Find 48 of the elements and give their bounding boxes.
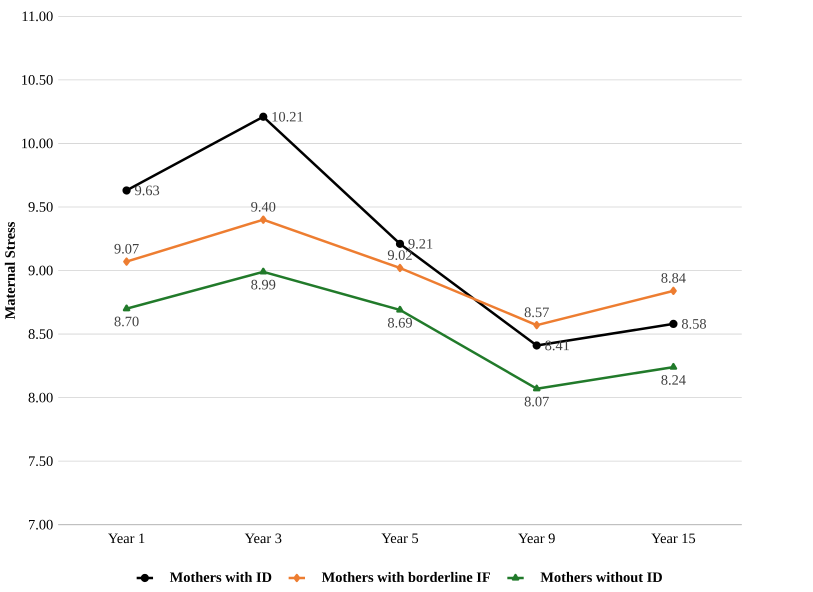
data-label: 9.63 bbox=[135, 186, 160, 196]
point bbox=[259, 112, 268, 121]
data-label: 8.70 bbox=[114, 316, 139, 326]
y-tick-label: 9.00 bbox=[28, 266, 53, 276]
x-tick-label: Year 15 bbox=[651, 534, 696, 544]
point bbox=[670, 362, 678, 370]
data-label: 10.21 bbox=[272, 112, 303, 122]
point bbox=[123, 257, 130, 266]
point bbox=[396, 240, 404, 248]
data-label: 8.24 bbox=[661, 375, 686, 385]
y-tick-label: 11.00 bbox=[22, 11, 53, 22]
data-label: 8.57 bbox=[524, 307, 549, 318]
point bbox=[260, 268, 268, 274]
x-tick-label: Year 1 bbox=[108, 534, 144, 544]
point bbox=[122, 186, 131, 195]
point bbox=[532, 341, 541, 350]
point bbox=[260, 216, 267, 224]
data-label: 9.21 bbox=[408, 238, 432, 249]
y-tick-label: 10.50 bbox=[22, 74, 53, 85]
y-tick-label: 8.50 bbox=[28, 329, 53, 339]
point bbox=[669, 320, 678, 328]
y-tick-label: 9.50 bbox=[28, 202, 53, 212]
x-tick-label: Year 9 bbox=[518, 533, 555, 544]
y-tick-label: 7.50 bbox=[28, 456, 53, 466]
legend-label: Mothers without ID bbox=[540, 572, 662, 582]
data-label: 8.07 bbox=[524, 396, 549, 406]
data-label: 8.84 bbox=[661, 273, 686, 283]
x-tick-label: Year 3 bbox=[244, 533, 282, 544]
data-label: 8.69 bbox=[388, 318, 412, 328]
x-tick-label: Year 5 bbox=[382, 533, 418, 544]
y-axis-title: Maternal Stress bbox=[4, 222, 15, 320]
data-label: 9.02 bbox=[388, 250, 412, 260]
y-tick-label: 7.00 bbox=[28, 520, 53, 530]
point bbox=[122, 304, 130, 312]
data-label: 8.41 bbox=[545, 340, 569, 350]
data-label: 9.40 bbox=[251, 202, 276, 212]
data-label: 9.07 bbox=[114, 244, 139, 254]
data-label: 8.99 bbox=[251, 280, 276, 290]
point bbox=[532, 384, 540, 392]
point bbox=[396, 306, 404, 313]
legend-label: Mothers with ID bbox=[170, 572, 272, 582]
y-tick-label: 8.00 bbox=[28, 392, 53, 402]
point bbox=[670, 286, 677, 295]
legend-label: Mothers with borderline IF bbox=[322, 572, 490, 582]
data-label: 8.58 bbox=[682, 318, 706, 329]
y-tick-label: 10.00 bbox=[22, 138, 53, 148]
point bbox=[396, 264, 404, 272]
point bbox=[533, 321, 540, 330]
